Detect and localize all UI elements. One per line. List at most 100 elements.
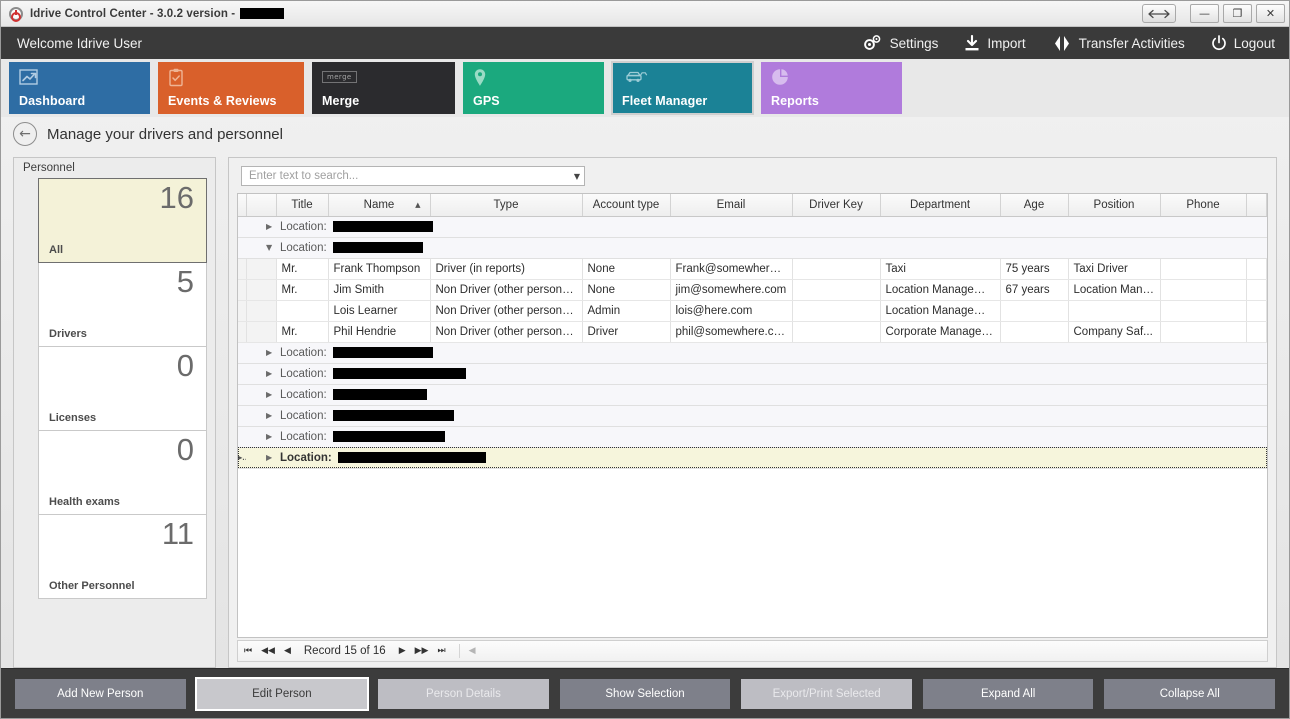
column-header-driver-key[interactable]: Driver Key xyxy=(792,194,881,217)
location-group-row[interactable]: ▼ Location: xyxy=(238,237,1267,259)
location-group-row[interactable]: ▶ Location: xyxy=(238,405,1267,427)
header-actions: Settings Import Transfer Activities Logo… xyxy=(862,34,1275,52)
pager-next-page-button[interactable]: ▶▶ xyxy=(414,646,429,656)
table-row[interactable]: Lois Learner Non Driver (other personnel)… xyxy=(238,300,1267,322)
expand-triangle-icon[interactable]: ▶ xyxy=(266,369,273,378)
export-print-selected-button[interactable]: Export/Print Selected xyxy=(741,678,912,709)
cell-name: Jim Smith xyxy=(328,279,431,301)
expand-triangle-icon[interactable]: ▶ xyxy=(266,411,273,420)
tab-merge[interactable]: merge Merge xyxy=(312,62,455,114)
card-label: Drivers xyxy=(49,328,87,340)
expand-triangle-icon[interactable]: ▶ xyxy=(266,390,273,399)
cell-type: Non Driver (other personnel) xyxy=(430,300,583,322)
sidebar-card-licenses[interactable]: 0 Licenses xyxy=(38,346,207,431)
expand-triangle-icon[interactable]: ▶ xyxy=(266,453,273,462)
collapse-all-button[interactable]: Collapse All xyxy=(1104,678,1276,709)
row-indent xyxy=(246,321,277,343)
cell-filler xyxy=(1246,258,1267,280)
search-combobox[interactable]: ▼ xyxy=(241,166,585,186)
redacted-location-name xyxy=(332,431,445,442)
location-group-row[interactable]: ▶ Location: xyxy=(238,342,1267,364)
import-button[interactable]: Import xyxy=(964,34,1026,52)
pager-prev-button[interactable]: ◀ xyxy=(283,646,291,656)
resize-arrows-icon[interactable] xyxy=(1142,4,1176,23)
table-body: ▶ Location: ▼ Location: Mr. Frank Thompson Dri… xyxy=(238,216,1267,469)
record-pager: ⏮ ◀◀ ◀ Record 15 of 16 ▶ ▶▶ ⏭ ◀ xyxy=(237,640,1268,662)
location-label: Location: xyxy=(280,388,327,401)
column-header-title[interactable]: Title xyxy=(276,194,329,217)
location-group-row[interactable]: ▶ Location: xyxy=(238,384,1267,406)
card-value: 0 xyxy=(176,432,194,467)
sort-ascending-icon: ▲ xyxy=(415,200,421,209)
expander-header xyxy=(246,194,277,217)
table-row[interactable]: Mr. Phil Hendrie Non Driver (other personn… xyxy=(238,321,1267,343)
pager-next-button[interactable]: ▶ xyxy=(398,646,406,656)
column-header-name[interactable]: Name ▲ xyxy=(328,194,431,217)
row-gutter xyxy=(238,279,247,301)
column-header-email[interactable]: Email xyxy=(670,194,793,217)
pager-first-button[interactable]: ⏮ xyxy=(244,646,253,656)
redacted-location-name xyxy=(332,347,433,358)
cell-age: 67 years xyxy=(1000,279,1069,301)
tab-gps[interactable]: GPS xyxy=(463,62,604,114)
tab-fleet-manager[interactable]: Fleet Manager xyxy=(611,61,754,115)
sidebar-card-drivers[interactable]: 5 Drivers xyxy=(38,262,207,347)
cell-name: Lois Learner xyxy=(328,300,431,322)
table-row[interactable]: Mr. Jim Smith Non Driver (other personnel)… xyxy=(238,279,1267,301)
show-selection-button[interactable]: Show Selection xyxy=(559,678,731,709)
personnel-table: Title Name ▲ Type Account type Email Driv… xyxy=(238,194,1267,469)
expand-all-button[interactable]: Expand All xyxy=(922,678,1094,709)
sidebar-card-all[interactable]: 16 All xyxy=(38,178,207,263)
expand-triangle-icon[interactable]: ▶ xyxy=(266,222,273,231)
close-button[interactable]: ✕ xyxy=(1256,4,1285,23)
cell-title xyxy=(276,300,329,322)
column-header-position[interactable]: Position xyxy=(1068,194,1161,217)
column-header-type[interactable]: Type xyxy=(430,194,583,217)
edit-person-button[interactable]: Edit Person xyxy=(196,678,368,709)
sidebar-card-other-personnel[interactable]: 11 Other Personnel xyxy=(38,514,207,599)
column-header-account-type[interactable]: Account type xyxy=(582,194,671,217)
search-input[interactable] xyxy=(249,170,574,182)
chevron-down-icon[interactable]: ▼ xyxy=(573,171,580,181)
transfer-activities-button[interactable]: Transfer Activities xyxy=(1052,35,1185,52)
add-new-person-button[interactable]: Add New Person xyxy=(15,678,186,709)
pager-prev-page-button[interactable]: ◀◀ xyxy=(261,646,275,656)
tab-label: GPS xyxy=(473,94,500,108)
window-controls: — ❐ ✕ xyxy=(1142,4,1285,23)
location-group-row[interactable]: ▶ Location: xyxy=(238,216,1267,238)
pager-last-button[interactable]: ⏭ xyxy=(437,646,446,656)
chart-trend-icon xyxy=(19,67,142,87)
column-header-age[interactable]: Age xyxy=(1000,194,1069,217)
horizontal-scroll-left-button[interactable]: ◀ xyxy=(468,646,476,656)
tab-dashboard[interactable]: Dashboard xyxy=(9,62,150,114)
card-label: Other Personnel xyxy=(49,580,135,592)
expand-triangle-icon[interactable]: ▶ xyxy=(266,348,273,357)
minimize-button[interactable]: — xyxy=(1190,4,1219,23)
card-label: Licenses xyxy=(49,412,97,424)
column-header-phone[interactable]: Phone xyxy=(1160,194,1247,217)
settings-button[interactable]: Settings xyxy=(862,34,938,52)
cell-department: Location Management xyxy=(880,279,1001,301)
back-arrow-icon[interactable]: ← xyxy=(13,122,37,146)
tab-label: Fleet Manager xyxy=(622,94,708,108)
tab-label: Events & Reviews xyxy=(168,94,277,108)
redacted-location-name xyxy=(337,452,486,463)
expand-triangle-icon[interactable]: ▶ xyxy=(266,432,273,441)
tab-events-reviews[interactable]: Events & Reviews xyxy=(158,62,304,114)
location-group-row[interactable]: ▶ Location: xyxy=(238,426,1267,448)
location-label: Location: xyxy=(280,241,327,254)
maximize-button[interactable]: ❐ xyxy=(1223,4,1252,23)
location-label: Location: xyxy=(280,346,327,359)
logout-button[interactable]: Logout xyxy=(1211,34,1275,52)
location-label: Location: xyxy=(280,409,327,422)
collapse-triangle-icon[interactable]: ▼ xyxy=(266,243,273,252)
table-row[interactable]: Mr. Frank Thompson Driver (in reports) None… xyxy=(238,258,1267,280)
cell-account-type: Driver xyxy=(582,321,671,343)
person-details-button[interactable]: Person Details xyxy=(378,678,549,709)
column-header-department[interactable]: Department xyxy=(880,194,1001,217)
sidebar-card-health-exams[interactable]: 0 Health exams xyxy=(38,430,207,515)
location-group-row[interactable]: ▶ Location: xyxy=(238,363,1267,385)
location-group-cell: ▶ Location: xyxy=(246,342,1267,364)
tab-reports[interactable]: Reports xyxy=(761,62,902,114)
location-group-row[interactable]: ▸ ▶ Location: xyxy=(238,447,1267,469)
